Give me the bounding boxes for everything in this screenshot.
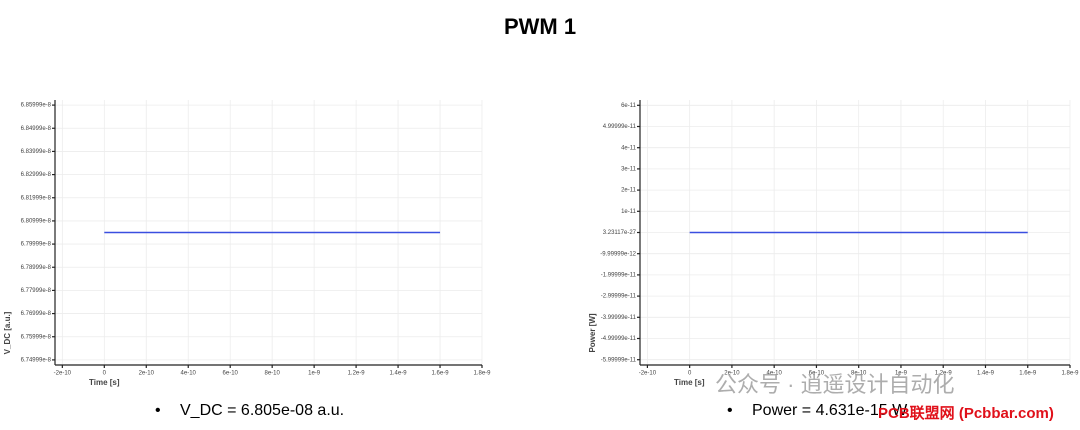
watermark: 公众号 · 逍遥设计自动化	[715, 372, 955, 397]
y-tick-label: -5.99999e-11	[601, 357, 637, 363]
x-tick-label: -2e-10	[54, 371, 72, 377]
x-tick-label: 1.2e-9	[935, 371, 953, 377]
y-tick-label: 6.75999e-8	[21, 334, 52, 340]
bullet-dot: •	[155, 402, 161, 419]
x-tick-label: 8e-10	[851, 371, 867, 377]
y-tick-label: 6.74999e-8	[21, 357, 52, 363]
y-tick-label: 2e-11	[621, 188, 637, 194]
x-tick-label: 0	[103, 371, 107, 377]
x-tick-label: 8e-10	[264, 371, 280, 377]
y-tick-label: -1.99999e-11	[601, 272, 637, 278]
y-tick-label: 4e-11	[621, 145, 637, 151]
y-tick-label: -2.99999e-11	[601, 294, 637, 300]
y-tick-label: 6.84999e-8	[21, 126, 52, 132]
y-tick-label: 1e-11	[621, 209, 637, 215]
x-tick-label: 2e-10	[724, 371, 740, 377]
y-tick-label: -9.99999e-12	[600, 251, 636, 257]
y-tick-label: -4.99999e-11	[601, 336, 637, 342]
y-axis-label: V_DC [a.u.]	[3, 311, 12, 354]
y-tick-label: 6.77999e-8	[21, 288, 52, 294]
slide-title: PWM 1	[504, 14, 576, 39]
x-tick-label: 1.4e-9	[390, 371, 408, 377]
x-tick-label: 1.6e-9	[1019, 371, 1037, 377]
x-tick-label: 1.4e-9	[977, 371, 995, 377]
y-tick-label: -3.99999e-11	[601, 315, 637, 321]
x-tick-label: 1e-9	[895, 371, 908, 377]
y-tick-label: 6.78999e-8	[21, 265, 52, 271]
x-tick-label: 0	[688, 371, 692, 377]
x-tick-label: 4e-10	[766, 371, 782, 377]
y-tick-label: 6.85999e-8	[21, 103, 52, 109]
x-axis-label: Time [s]	[674, 378, 705, 387]
y-tick-label: 6.80999e-8	[21, 218, 52, 224]
x-tick-label: 2e-10	[139, 371, 155, 377]
y-tick-label: 3e-11	[621, 166, 637, 172]
y-tick-label: 6.83999e-8	[21, 149, 52, 155]
y-tick-label: 6.76999e-8	[21, 311, 52, 317]
y-tick-label: 6.82999e-8	[21, 172, 52, 178]
y-tick-label: 6.81999e-8	[21, 195, 52, 201]
y-axis-label: Power [W]	[588, 313, 597, 352]
x-tick-label: 6e-10	[223, 371, 239, 377]
bullet: V_DC = 6.805e-08 a.u.	[180, 402, 344, 419]
bullet-dot: •	[727, 402, 733, 419]
x-tick-label: 1.8e-9	[1061, 371, 1079, 377]
y-tick-label: 6.79999e-8	[21, 242, 52, 248]
x-axis-label: Time [s]	[89, 378, 120, 387]
watermark: PCB联盟网 (Pcbbar.com)	[878, 405, 1054, 422]
x-tick-label: 6e-10	[809, 371, 825, 377]
y-tick-label: 3.23117e-27	[603, 230, 637, 236]
x-tick-label: -2e-10	[639, 371, 657, 377]
y-tick-label: 4.99999e-11	[603, 124, 637, 130]
x-tick-label: 1.8e-9	[473, 371, 491, 377]
bullet: Power = 4.631e-15 W	[752, 402, 908, 419]
x-tick-label: 1.2e-9	[348, 371, 366, 377]
x-tick-label: 4e-10	[181, 371, 197, 377]
x-tick-label: 1e-9	[308, 371, 321, 377]
x-tick-label: 1.6e-9	[432, 371, 450, 377]
y-tick-label: 6e-11	[621, 103, 637, 109]
